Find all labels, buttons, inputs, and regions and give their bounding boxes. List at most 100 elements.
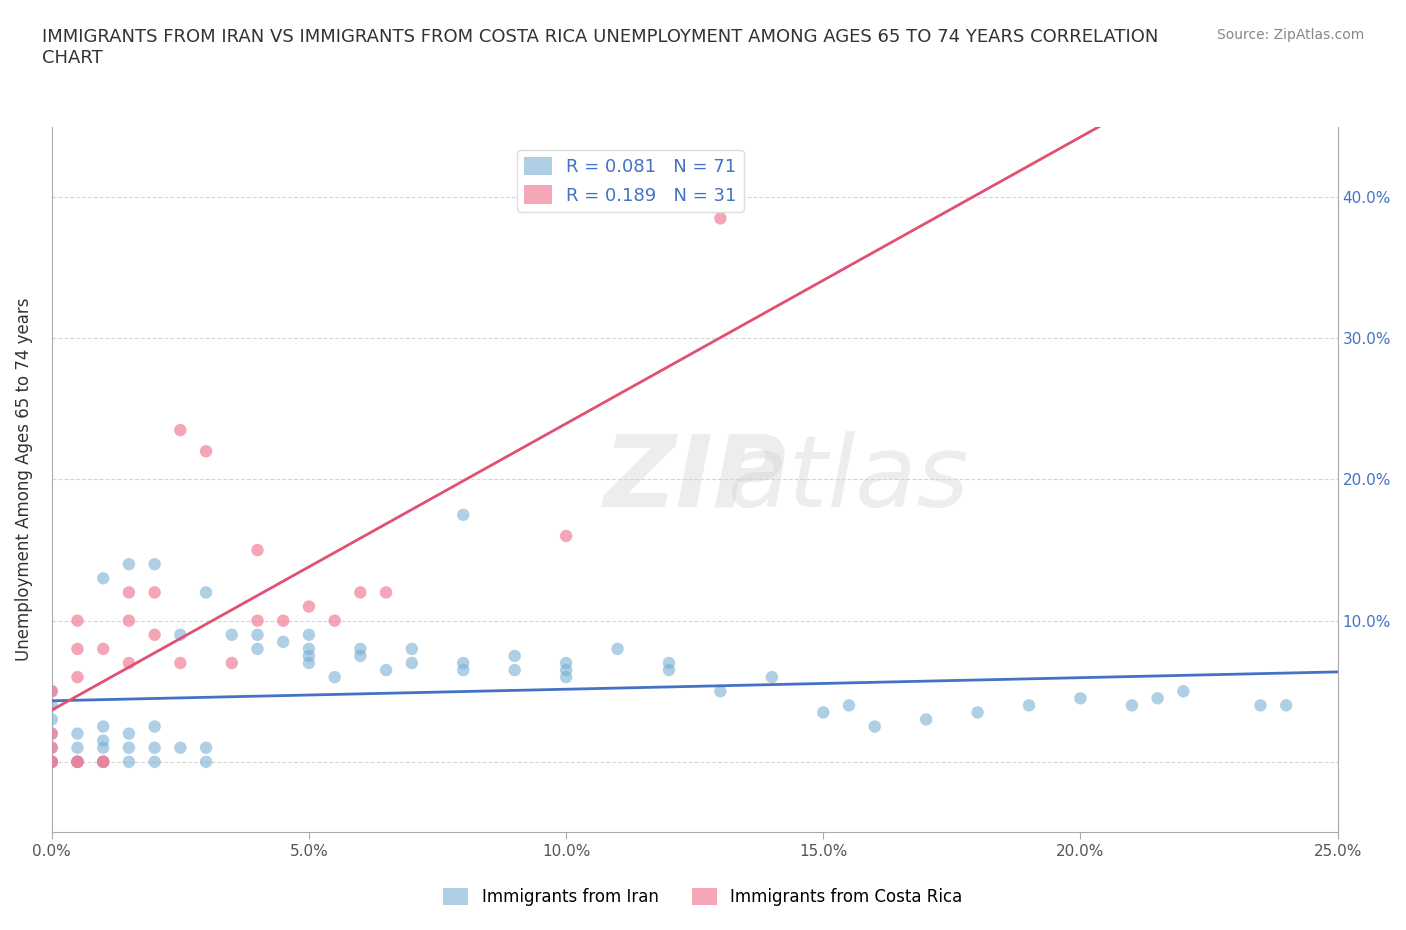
Point: [118, 726, 141, 741]
Point: [1250, 698, 1272, 712]
Point: [41, 754, 63, 769]
Point: [658, 656, 681, 671]
Point: [709, 211, 731, 226]
Point: [349, 642, 371, 657]
Point: [709, 684, 731, 698]
Point: [66, 740, 89, 755]
Point: [298, 642, 321, 657]
Legend: Immigrants from Iran, Immigrants from Costa Rica: Immigrants from Iran, Immigrants from Co…: [437, 881, 969, 912]
Point: [1018, 698, 1040, 712]
Point: [323, 613, 346, 628]
Point: [41, 712, 63, 727]
Point: [41, 754, 63, 769]
Point: [91, 754, 114, 769]
Point: [401, 642, 423, 657]
Point: [349, 648, 371, 663]
Point: [451, 508, 474, 523]
Point: [451, 662, 474, 677]
Point: [503, 648, 526, 663]
Point: [91, 740, 114, 755]
Point: [271, 634, 294, 649]
Point: [401, 656, 423, 671]
Point: [143, 585, 166, 600]
Point: [298, 648, 321, 663]
Point: [1069, 691, 1091, 706]
Point: [41, 740, 63, 755]
Point: [41, 684, 63, 698]
Point: [169, 422, 191, 437]
Point: [66, 613, 89, 628]
Point: [41, 726, 63, 741]
Point: [555, 662, 578, 677]
Point: [91, 754, 114, 769]
Point: [143, 740, 166, 755]
Point: [271, 613, 294, 628]
Point: [606, 642, 628, 657]
Point: [195, 585, 218, 600]
Point: [66, 754, 89, 769]
Point: [503, 662, 526, 677]
Point: [658, 662, 681, 677]
Point: [195, 754, 218, 769]
Point: [118, 740, 141, 755]
Point: [838, 698, 860, 712]
Text: Source: ZipAtlas.com: Source: ZipAtlas.com: [1216, 28, 1364, 42]
Point: [66, 754, 89, 769]
Point: [195, 444, 218, 458]
Point: [118, 613, 141, 628]
Point: [555, 528, 578, 543]
Point: [143, 557, 166, 572]
Point: [66, 726, 89, 741]
Point: [41, 726, 63, 741]
Point: [169, 628, 191, 643]
Point: [555, 670, 578, 684]
Legend: R = 0.081   N = 71, R = 0.189   N = 31: R = 0.081 N = 71, R = 0.189 N = 31: [517, 150, 744, 212]
Y-axis label: Unemployment Among Ages 65 to 74 years: Unemployment Among Ages 65 to 74 years: [15, 298, 32, 661]
Point: [91, 733, 114, 748]
Point: [143, 754, 166, 769]
Point: [66, 670, 89, 684]
Point: [915, 712, 938, 727]
Point: [143, 628, 166, 643]
Point: [221, 628, 243, 643]
Point: [118, 754, 141, 769]
Point: [375, 662, 398, 677]
Point: [246, 542, 269, 557]
Point: [298, 628, 321, 643]
Point: [246, 628, 269, 643]
Point: [1121, 698, 1143, 712]
Point: [1275, 698, 1298, 712]
Point: [41, 684, 63, 698]
Point: [966, 705, 988, 720]
Point: [451, 656, 474, 671]
Point: [863, 719, 886, 734]
Point: [246, 613, 269, 628]
Point: [66, 754, 89, 769]
Point: [91, 754, 114, 769]
Point: [375, 585, 398, 600]
Point: [66, 754, 89, 769]
Point: [41, 754, 63, 769]
Point: [91, 571, 114, 586]
Point: [41, 740, 63, 755]
Point: [41, 754, 63, 769]
Point: [1146, 691, 1168, 706]
Point: [118, 585, 141, 600]
Point: [761, 670, 783, 684]
Text: IMMIGRANTS FROM IRAN VS IMMIGRANTS FROM COSTA RICA UNEMPLOYMENT AMONG AGES 65 TO: IMMIGRANTS FROM IRAN VS IMMIGRANTS FROM …: [42, 28, 1159, 67]
Point: [1173, 684, 1195, 698]
Point: [169, 740, 191, 755]
Point: [298, 599, 321, 614]
Point: [195, 740, 218, 755]
Point: [298, 656, 321, 671]
Point: [66, 754, 89, 769]
Point: [143, 719, 166, 734]
Point: [323, 670, 346, 684]
Point: [118, 557, 141, 572]
Point: [66, 642, 89, 657]
Text: atlas: atlas: [728, 431, 970, 528]
Point: [91, 754, 114, 769]
Point: [246, 642, 269, 657]
Point: [91, 719, 114, 734]
Point: [813, 705, 835, 720]
